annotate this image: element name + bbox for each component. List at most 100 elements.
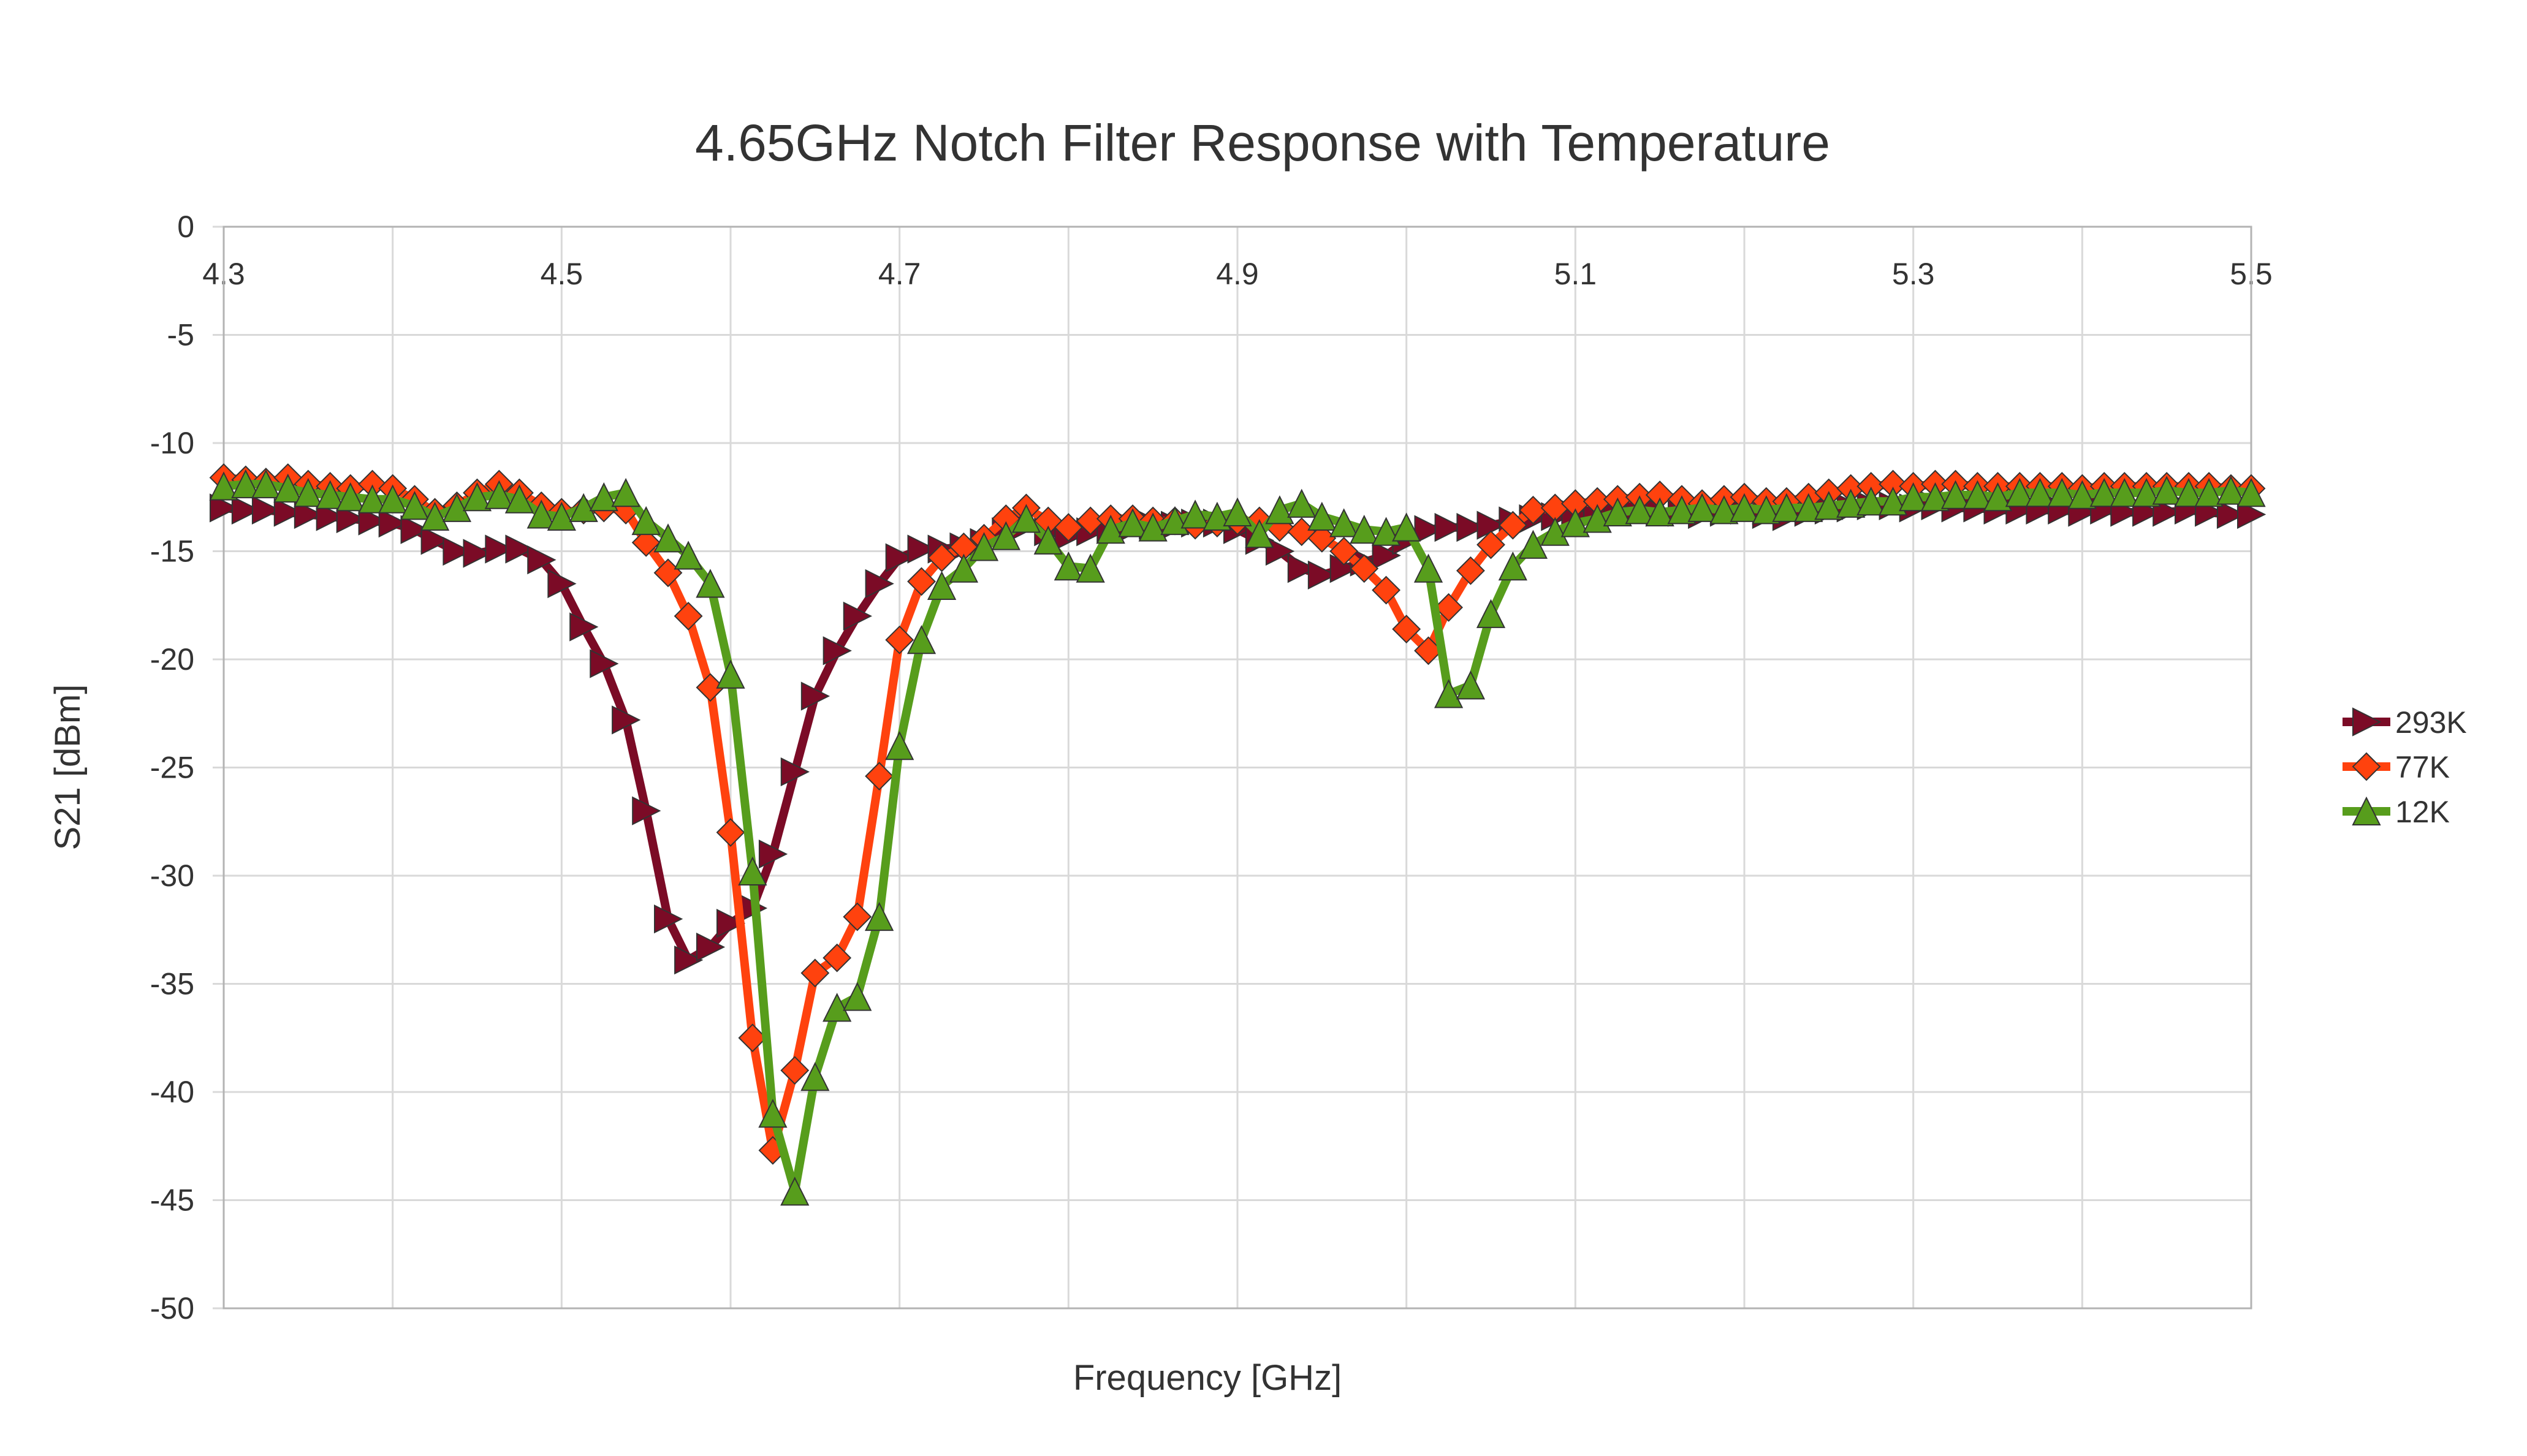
legend-item-12K: 12K xyxy=(2343,795,2450,829)
data-point-marker xyxy=(2216,476,2246,505)
data-point-marker xyxy=(800,958,830,988)
data-point-marker xyxy=(696,569,725,598)
data-point-marker xyxy=(653,523,683,553)
data-point-marker xyxy=(1434,593,1463,622)
series xyxy=(209,463,2267,1206)
data-point-marker xyxy=(738,1023,767,1053)
data-point-marker xyxy=(1203,501,1232,531)
data-point-marker xyxy=(1138,512,1168,542)
data-point-marker xyxy=(400,491,430,520)
data-point-marker xyxy=(738,856,767,885)
data-point-marker xyxy=(1371,517,1401,546)
data-point-marker xyxy=(969,532,999,561)
data-point-marker xyxy=(569,612,599,642)
data-point-marker xyxy=(505,534,534,564)
data-point-marker xyxy=(780,1056,810,1085)
data-point-marker xyxy=(885,625,914,654)
data-point-marker xyxy=(949,553,979,583)
data-point-marker xyxy=(800,1062,830,1091)
data-point-marker xyxy=(2237,499,2267,529)
data-point-marker xyxy=(1456,513,1486,542)
x-tick-label: 4.7 xyxy=(878,257,921,291)
data-point-marker xyxy=(2132,477,2161,507)
data-point-marker xyxy=(526,499,556,529)
data-point-marker xyxy=(1307,523,1337,553)
data-point-marker xyxy=(1540,517,1570,546)
data-point-marker xyxy=(273,498,303,527)
y-tick-label: -5 xyxy=(167,318,194,352)
data-point-marker xyxy=(358,506,387,536)
data-point-marker xyxy=(1625,495,1654,525)
x-axis-title: Frequency [GHz] xyxy=(1073,1358,1342,1398)
data-point-marker xyxy=(1245,519,1274,548)
y-tick-label: -45 xyxy=(150,1183,194,1218)
data-point-marker xyxy=(1434,513,1464,542)
data-point-marker xyxy=(1518,529,1548,559)
data-point-marker xyxy=(1307,501,1337,531)
data-point-marker xyxy=(1350,514,1379,544)
data-point-marker xyxy=(1856,487,1886,516)
data-point-marker xyxy=(400,515,430,544)
data-point-marker xyxy=(927,571,957,600)
x-tick-label: 5.3 xyxy=(1892,257,1935,291)
data-point-marker xyxy=(231,469,260,499)
data-point-marker xyxy=(2005,477,2034,507)
data-point-marker xyxy=(674,601,703,631)
legend-item-77K: 77K xyxy=(2343,750,2450,784)
y-axis-title: S21 [dBm] xyxy=(48,684,88,851)
data-point-marker xyxy=(231,495,261,525)
data-point-marker xyxy=(1963,480,1993,509)
data-point-marker xyxy=(823,636,852,665)
y-tick-label: -10 xyxy=(150,426,194,460)
data-point-marker xyxy=(357,484,387,514)
data-point-marker xyxy=(443,536,472,566)
data-point-marker xyxy=(1096,514,1125,544)
data-point-marker xyxy=(2352,707,2382,737)
data-point-marker xyxy=(1456,670,1486,700)
data-point-marker xyxy=(631,506,661,536)
legend: 293K 77K 12K xyxy=(2343,705,2467,829)
data-point-marker xyxy=(336,504,365,534)
data-point-marker xyxy=(1329,537,1359,566)
data-point-marker xyxy=(463,539,492,568)
data-point-marker xyxy=(2089,477,2119,507)
legend-label: 77K xyxy=(2395,750,2450,784)
data-point-marker xyxy=(1476,530,1505,559)
data-point-marker xyxy=(906,624,937,654)
y-tick-label: -30 xyxy=(150,859,194,893)
data-point-marker xyxy=(1752,495,1781,525)
data-point-marker xyxy=(1180,499,1210,529)
data-point-marker xyxy=(1011,504,1041,533)
data-point-marker xyxy=(1118,508,1147,537)
data-point-marker xyxy=(1687,493,1717,522)
data-point-marker xyxy=(2352,796,2381,825)
data-point-marker xyxy=(716,659,745,689)
data-point-marker xyxy=(1350,554,1379,583)
data-point-marker xyxy=(1033,525,1063,555)
plot-frame xyxy=(222,226,2252,1310)
data-point-marker xyxy=(378,508,408,538)
data-point-marker xyxy=(485,534,514,564)
y-tick-label: -25 xyxy=(150,751,194,785)
data-point-marker xyxy=(865,762,894,791)
data-point-marker xyxy=(1287,488,1317,518)
data-point-marker xyxy=(2110,477,2139,507)
data-point-marker xyxy=(1667,495,1697,525)
data-point-marker xyxy=(1920,482,1950,512)
data-point-marker xyxy=(780,757,810,787)
data-point-marker xyxy=(2047,477,2077,507)
data-point-marker xyxy=(696,932,726,962)
data-point-marker xyxy=(2216,499,2246,529)
data-point-marker xyxy=(1076,553,1105,583)
data-point-marker xyxy=(1392,512,1421,542)
data-point-marker xyxy=(1709,495,1739,525)
data-point-marker xyxy=(547,501,576,531)
data-point-marker xyxy=(1498,551,1527,581)
data-point-marker xyxy=(758,1099,788,1128)
data-point-marker xyxy=(1329,508,1359,537)
y-tick-label: 0 xyxy=(177,210,194,244)
data-point-marker xyxy=(527,545,557,575)
data-point-marker xyxy=(569,493,598,522)
data-point-marker xyxy=(2236,477,2266,507)
